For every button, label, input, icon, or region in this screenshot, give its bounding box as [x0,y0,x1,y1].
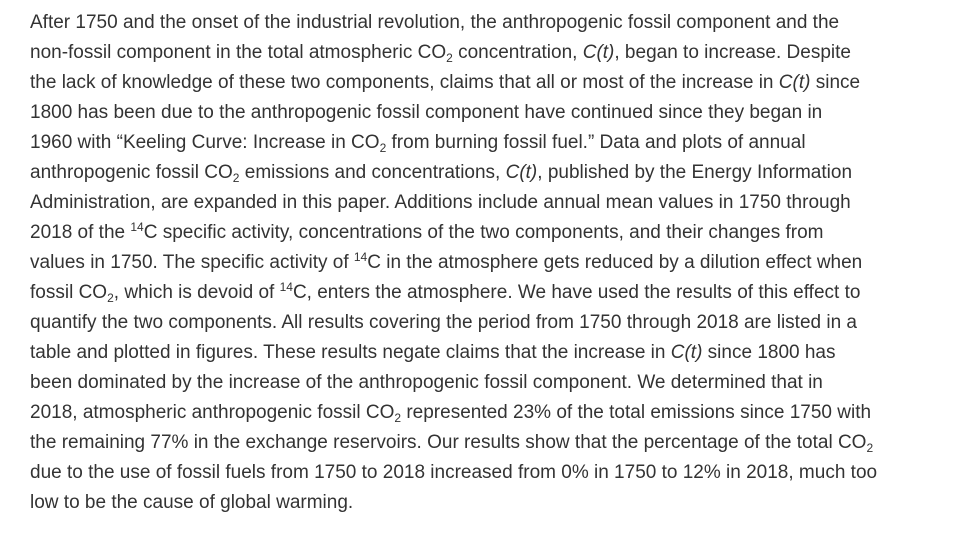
text-line: Administration, are expanded in this pap… [30,188,950,218]
text-line: 2018, atmospheric anthropogenic fossil C… [30,398,950,428]
subscript: 2 [866,441,874,455]
text-segment: , which is devoid of [113,282,280,303]
text-segment: concentration, [452,42,583,63]
text-line: non-fossil component in the total atmosp… [30,38,950,68]
text-line: table and plotted in figures. These resu… [30,338,950,368]
text-line: the remaining 77% in the exchange reserv… [30,428,950,458]
text-segment: fossil CO [30,282,108,303]
text-segment: since [810,72,861,93]
subscript: 2 [107,291,114,305]
text-segment: Administration, are expanded in this pap… [30,192,851,213]
text-segment: low to be the cause of global warming. [30,492,354,513]
italic-text: C(t) [582,42,615,63]
text-segment: 2018, atmospheric anthropogenic fossil C… [30,402,395,423]
text-line: 1960 with “Keeling Curve: Increase in CO… [30,128,950,158]
text-segment: C, enters the atmosphere. We have used t… [292,282,861,303]
text-line: 1800 has been due to the anthropogenic f… [30,98,950,128]
text-segment: since 1800 has [702,342,836,363]
text-segment: , published by the Energy Information [537,162,853,183]
text-segment: values in 1750. The specific activity of [30,252,354,273]
text-segment: 2018 of the [30,222,131,243]
text-line: quantify the two components. All results… [30,308,950,338]
text-line: due to the use of fossil fuels from 1750… [30,458,950,488]
text-line: anthropogenic fossil CO2 emissions and c… [30,158,950,188]
text-line: been dominated by the increase of the an… [30,368,950,398]
italic-text: C(t) [505,162,538,183]
text-segment: non-fossil component in the total atmosp… [30,42,447,63]
text-line: values in 1750. The specific activity of… [30,248,950,278]
text-segment: 1960 with “Keeling Curve: Increase in CO [30,132,380,153]
text-segment: due to the use of fossil fuels from 1750… [30,462,878,483]
abstract-paragraph: After 1750 and the onset of the industri… [30,8,950,518]
text-segment: , began to increase. Despite [614,42,851,63]
text-segment: 1800 has been due to the anthropogenic f… [30,102,823,123]
text-segment: quantify the two components. All results… [30,312,857,333]
text-line: After 1750 and the onset of the industri… [30,8,950,38]
superscript: 14 [279,280,293,294]
text-segment: C specific activity, concentrations of t… [143,222,824,243]
text-segment: table and plotted in figures. These resu… [30,342,671,363]
subscript: 2 [379,141,387,155]
text-segment: represented 23% of the total emissions s… [401,402,872,423]
text-line: fossil CO2, which is devoid of 14C, ente… [30,278,950,308]
text-segment: the remaining 77% in the exchange reserv… [30,432,867,453]
text-segment: After 1750 and the onset of the industri… [30,12,840,33]
text-line: low to be the cause of global warming. [30,488,950,518]
text-segment: emissions and concentrations, [239,162,506,183]
text-segment: C in the atmosphere gets reduced by a di… [367,252,863,273]
subscript: 2 [446,51,453,65]
text-segment: from burning fossil fuel.” Data and plot… [386,132,806,153]
italic-text: C(t) [778,72,811,93]
text-line: 2018 of the 14C specific activity, conce… [30,218,950,248]
text-segment: the lack of knowledge of these two compo… [30,72,779,93]
superscript: 14 [353,250,368,264]
text-line: the lack of knowledge of these two compo… [30,68,950,98]
italic-text: C(t) [670,342,703,363]
text-segment: been dominated by the increase of the an… [30,372,823,393]
text-segment: anthropogenic fossil CO [30,162,233,183]
subscript: 2 [232,171,240,185]
superscript: 14 [130,220,144,234]
subscript: 2 [394,411,402,425]
